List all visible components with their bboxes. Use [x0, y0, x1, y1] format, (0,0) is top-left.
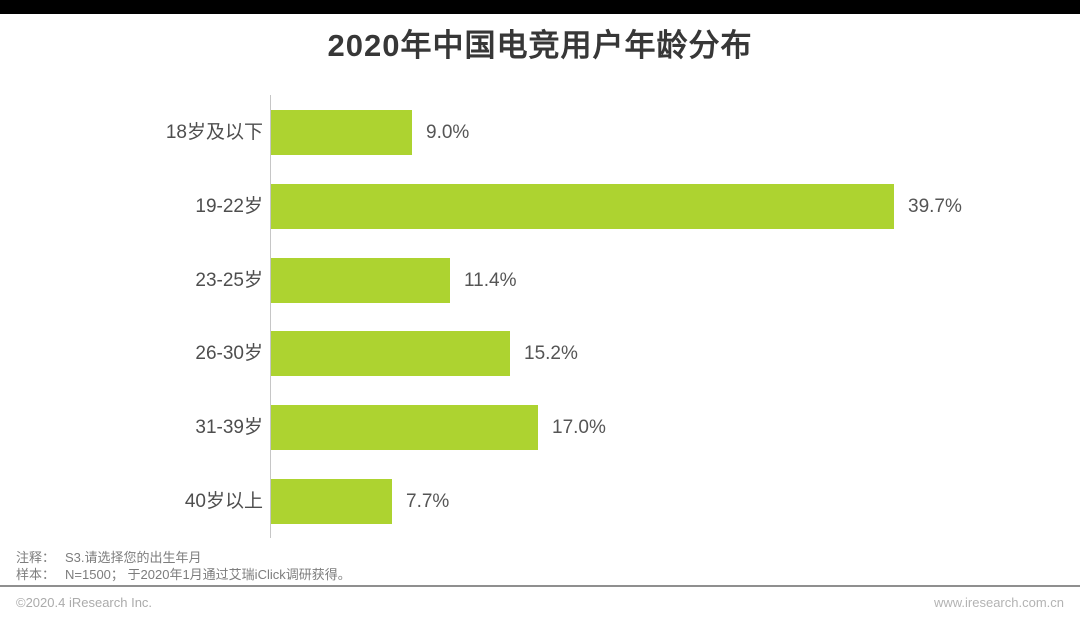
value-label: 17.0%: [552, 417, 606, 438]
y-axis-line: [270, 95, 271, 538]
footnotes: 注释： S3.请选择您的出生年月 样本： N=1500； 于2020年1月通过艾瑞i…: [16, 549, 351, 583]
bar: [271, 479, 392, 524]
note-line-annotation: 注释： S3.请选择您的出生年月: [16, 549, 351, 566]
bar: [271, 258, 450, 303]
footer-website-link[interactable]: www.iresearch.com.cn: [933, 595, 1064, 610]
bar: [271, 184, 894, 229]
top-black-bar: [0, 0, 1080, 14]
bar: [271, 110, 412, 155]
category-label: 18岁及以下: [165, 122, 263, 143]
bar-row: 26-30岁 15.2%: [0, 331, 1080, 376]
footer-copyright: ©2020.4 iResearch Inc.: [16, 595, 153, 610]
category-label: 19-22岁: [195, 196, 263, 217]
category-label: 40岁以上: [184, 491, 263, 512]
value-label: 39.7%: [908, 196, 962, 217]
bar-row: 19-22岁 39.7%: [0, 184, 1080, 229]
value-label: 7.7%: [406, 491, 450, 512]
note-line-sample: 样本： N=1500； 于2020年1月通过艾瑞iClick调研获得。: [16, 566, 351, 583]
value-label: 9.0%: [426, 122, 470, 143]
value-label: 15.2%: [524, 343, 578, 364]
value-label: 11.4%: [464, 270, 517, 291]
category-label: 26-30岁: [195, 343, 263, 364]
category-label: 31-39岁: [195, 417, 263, 438]
chart-title: 2020年中国电竞用户年龄分布: [327, 28, 753, 63]
bar: [271, 331, 510, 376]
note-text: N=1500； 于2020年1月通过艾瑞iClick调研获得。: [65, 567, 351, 582]
category-label: 23-25岁: [195, 270, 263, 291]
bar-row: 31-39岁 17.0%: [0, 405, 1080, 450]
bar: [271, 405, 538, 450]
note-label: 注释：: [16, 550, 56, 565]
note-text: S3.请选择您的出生年月: [65, 550, 202, 565]
bar-row: 40岁以上 7.7%: [0, 479, 1080, 524]
bar-row: 18岁及以下 9.0%: [0, 110, 1080, 155]
note-label: 样本：: [16, 567, 56, 582]
footer-separator-line: [0, 585, 1080, 587]
bar-row: 23-25岁 11.4%: [0, 258, 1080, 303]
